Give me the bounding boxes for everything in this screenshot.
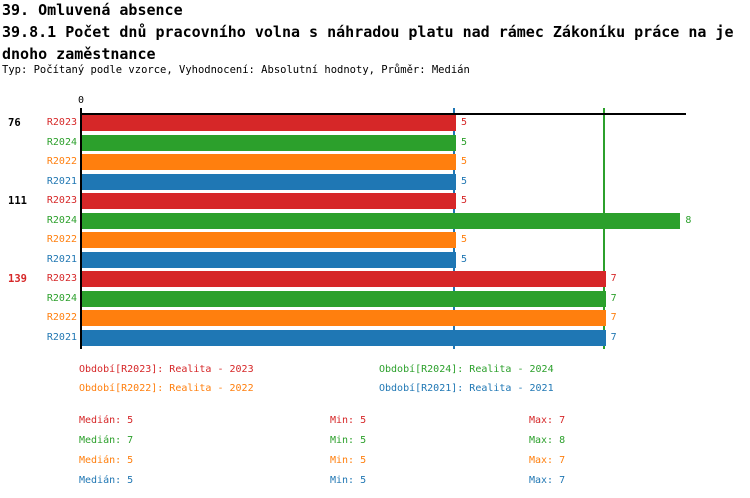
bar-value-label: 5	[461, 156, 468, 167]
series-row-label: R2023	[46, 195, 77, 206]
series-row-label: R2024	[46, 214, 77, 226]
stat-min: Min: 5	[330, 435, 367, 446]
value-axis-line	[80, 113, 686, 115]
legend-item: Období[R2023]: Realita - 2023	[79, 364, 254, 375]
group-label: 139	[8, 273, 27, 285]
median-reference-line	[602, 108, 605, 349]
stat-median: Medián: 5	[79, 475, 134, 486]
bar	[82, 251, 456, 268]
series-row-label: R2023	[46, 117, 77, 128]
indicator-meta: Typ: Počítaný podle vzorce, Vyhodnocení:…	[2, 64, 470, 76]
bar	[82, 212, 681, 229]
stat-median: Medián: 5	[79, 415, 134, 426]
stat-median: Medián: 5	[79, 455, 134, 466]
bar-value-label: 8	[685, 214, 692, 226]
bar	[82, 232, 456, 248]
stat-max: Max: 8	[529, 435, 566, 446]
stat-min: Min: 5	[330, 475, 367, 486]
bar-value-label: 7	[610, 292, 617, 304]
stat-median: Medián: 7	[79, 435, 134, 446]
bar-value-label: 7	[610, 331, 617, 343]
stat-max: Max: 7	[529, 455, 566, 466]
bar	[82, 329, 606, 346]
bar	[82, 310, 606, 326]
stat-min: Min: 5	[330, 415, 367, 426]
legend-item: Období[R2024]: Realita - 2024	[379, 364, 554, 375]
bar-chart: 0 R2023 5 R2024 5 R2022 5 R2021 5 76 R2023 5 R2024 8 R…	[0, 90, 750, 355]
bar-value-label: 5	[461, 136, 468, 148]
bar	[82, 134, 456, 151]
bar	[82, 271, 606, 287]
indicator-title-line1: 39.8.1 Počet dnů pracovního volna s náhr…	[2, 23, 734, 41]
bar	[82, 290, 606, 307]
series-row-label: R2021	[46, 253, 77, 265]
series-row-label: R2024	[46, 292, 77, 304]
series-row-label: R2022	[46, 312, 77, 323]
series-row-label: R2021	[46, 175, 77, 187]
median-reference-line	[453, 108, 455, 349]
stat-max: Max: 7	[529, 475, 566, 486]
bar-value-label: 7	[610, 273, 617, 284]
axis-origin-tick-label: 0	[77, 95, 85, 106]
legend-item: Období[R2021]: Realita - 2021	[379, 383, 554, 394]
bar-value-label: 5	[461, 195, 468, 206]
bar	[82, 193, 456, 209]
series-row-label: R2022	[46, 234, 77, 245]
category-axis-line	[80, 108, 82, 349]
series-row-label: R2022	[46, 156, 77, 167]
bar-value-label: 5	[461, 234, 468, 245]
bar	[82, 115, 456, 131]
legend-item: Období[R2022]: Realita - 2022	[79, 383, 254, 394]
group-label: 76	[8, 117, 21, 129]
bar-value-label: 7	[610, 312, 617, 323]
group-label: 111	[8, 195, 27, 207]
indicator-title-line2: dnoho zaměstnance	[2, 45, 156, 63]
series-row-label: R2021	[46, 331, 77, 343]
bar-value-label: 5	[461, 175, 468, 187]
bar	[82, 173, 456, 190]
bar-value-label: 5	[461, 253, 468, 265]
page-title: 39. Omluvená absence	[2, 1, 183, 19]
bar	[82, 154, 456, 170]
series-row-label: R2024	[46, 136, 77, 148]
bar-value-label: 5	[461, 117, 468, 128]
stat-min: Min: 5	[330, 455, 367, 466]
stat-max: Max: 7	[529, 415, 566, 426]
series-row-label: R2023	[46, 273, 77, 284]
